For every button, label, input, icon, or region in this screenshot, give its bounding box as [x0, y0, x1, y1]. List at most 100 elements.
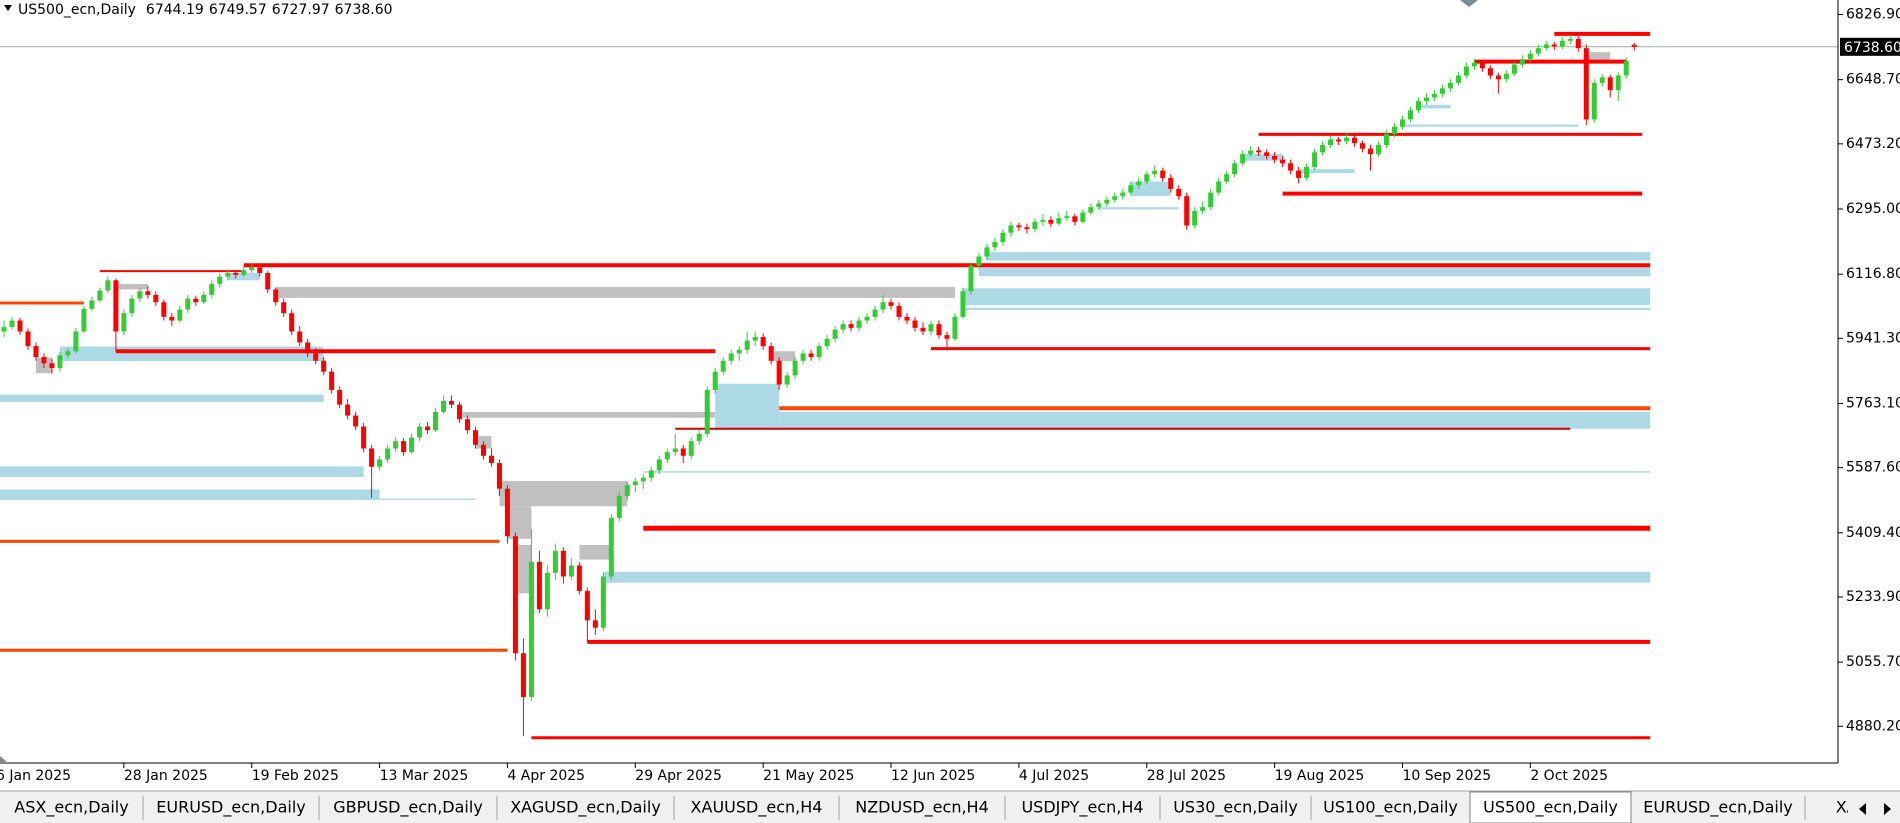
tab[interactable]: GBPUSD_ecn,Daily	[333, 798, 483, 818]
y-tick-label: 5587.60	[1846, 460, 1900, 476]
zone	[779, 411, 1651, 429]
x-tick-label: 10 Sep 2025	[1402, 768, 1491, 784]
zone	[507, 506, 532, 539]
menu-arrow[interactable]	[4, 5, 12, 11]
candle-body	[720, 360, 726, 372]
tab[interactable]: NZDUSD_ecn,H4	[855, 798, 989, 818]
candle-body	[297, 331, 303, 343]
candle-body	[1128, 185, 1134, 193]
candle-body	[816, 346, 822, 358]
candle-body	[1016, 225, 1022, 228]
tab-scroll-left[interactable]	[1859, 803, 1866, 815]
tab[interactable]: ASX_ecn,Daily	[14, 798, 128, 818]
candle-body	[1591, 82, 1597, 120]
candle-body	[1527, 53, 1533, 60]
candle-body	[1320, 145, 1326, 153]
candle-body	[49, 363, 55, 369]
header-value: 6727.97	[272, 2, 330, 18]
zone	[499, 481, 628, 507]
tab[interactable]: USDJPY_ecn,H4	[1021, 798, 1143, 818]
y-tick-label: 5941.30	[1846, 330, 1900, 346]
candle-body	[656, 459, 662, 471]
zone	[1586, 52, 1611, 62]
candle-body	[1144, 174, 1150, 182]
candle-body	[464, 419, 470, 431]
candle-body	[784, 375, 790, 385]
current-price-tag	[1840, 37, 1900, 56]
candle-body	[624, 485, 630, 497]
candle-body	[560, 550, 566, 577]
candle-body	[1168, 177, 1174, 189]
symbol-label: US500_ecn,Daily	[18, 2, 136, 18]
x-tick-label: 28 Jan 2025	[124, 768, 208, 784]
x-tick-label: 6 Jan 2025	[0, 768, 71, 784]
candle-body	[880, 302, 886, 310]
candle-body	[496, 463, 502, 489]
candle-body	[89, 300, 95, 309]
zone	[115, 283, 148, 290]
candle-body	[145, 291, 151, 295]
candle-body	[920, 327, 926, 332]
tab[interactable]: XAGUSD_ecn,Daily	[510, 798, 661, 818]
candle-body	[592, 620, 598, 628]
candle-body	[552, 550, 558, 573]
candle-body	[1455, 75, 1461, 83]
candle-body	[1056, 218, 1062, 224]
candle-body	[672, 448, 678, 453]
candle-body	[233, 272, 239, 275]
candle-body	[1479, 62, 1485, 69]
zone	[603, 571, 1651, 583]
candle-body	[632, 481, 638, 486]
candle-body	[1256, 150, 1262, 153]
candle-body	[153, 294, 159, 303]
candle-body	[872, 309, 878, 317]
tab[interactable]: EURUSD_ecn,Daily	[1643, 798, 1792, 818]
candle-body	[1336, 139, 1342, 142]
candle-body	[904, 316, 910, 321]
candle-body	[1599, 77, 1605, 83]
candle-body	[864, 316, 870, 321]
candle-body	[1032, 221, 1038, 230]
candle-body	[1192, 210, 1198, 226]
candle-body	[768, 346, 774, 361]
candle-body	[1000, 232, 1006, 242]
candle-body	[832, 329, 838, 339]
x-tick-label: 29 Apr 2025	[635, 768, 722, 784]
candle-body	[1176, 188, 1182, 197]
candle-body	[457, 404, 462, 420]
candle-body	[1615, 75, 1621, 91]
zone	[986, 252, 1651, 261]
chart-shift-marker[interactable]	[1460, 0, 1478, 7]
x-tick-label: 2 Oct 2025	[1530, 768, 1608, 784]
candle-body	[1623, 60, 1629, 76]
candle-body	[984, 247, 990, 257]
candle-body	[472, 430, 478, 445]
tab[interactable]: US100_ecn,Daily	[1323, 798, 1458, 818]
candle-body	[1104, 199, 1110, 204]
tab[interactable]: US500_ecn,Daily	[1483, 798, 1618, 818]
x-tick-label: 19 Aug 2025	[1275, 768, 1365, 784]
candle-body	[512, 536, 518, 654]
candle-body	[616, 496, 622, 518]
candle-body	[544, 572, 550, 610]
candle-body	[321, 360, 327, 372]
candle-body	[1415, 101, 1421, 111]
candle-body	[1328, 139, 1334, 146]
candle-body	[824, 338, 830, 347]
candle-body	[409, 437, 415, 453]
candle-body	[177, 309, 183, 321]
tab[interactable]: XAUUSD_ecn,H4	[691, 798, 823, 818]
tab-scroll-right[interactable]	[1884, 803, 1891, 815]
candle-body	[840, 324, 846, 330]
zone	[1298, 169, 1355, 174]
y-tick-label: 6295.00	[1846, 201, 1900, 217]
candle-body	[57, 355, 63, 369]
tab[interactable]: US30_ecn,Daily	[1173, 798, 1298, 818]
candle-body	[1471, 62, 1477, 67]
candle-body	[113, 280, 119, 332]
zone	[0, 489, 380, 501]
candle-body	[361, 426, 367, 449]
tab[interactable]: EURUSD_ecn,Daily	[156, 798, 305, 818]
candle-body	[1216, 181, 1222, 193]
